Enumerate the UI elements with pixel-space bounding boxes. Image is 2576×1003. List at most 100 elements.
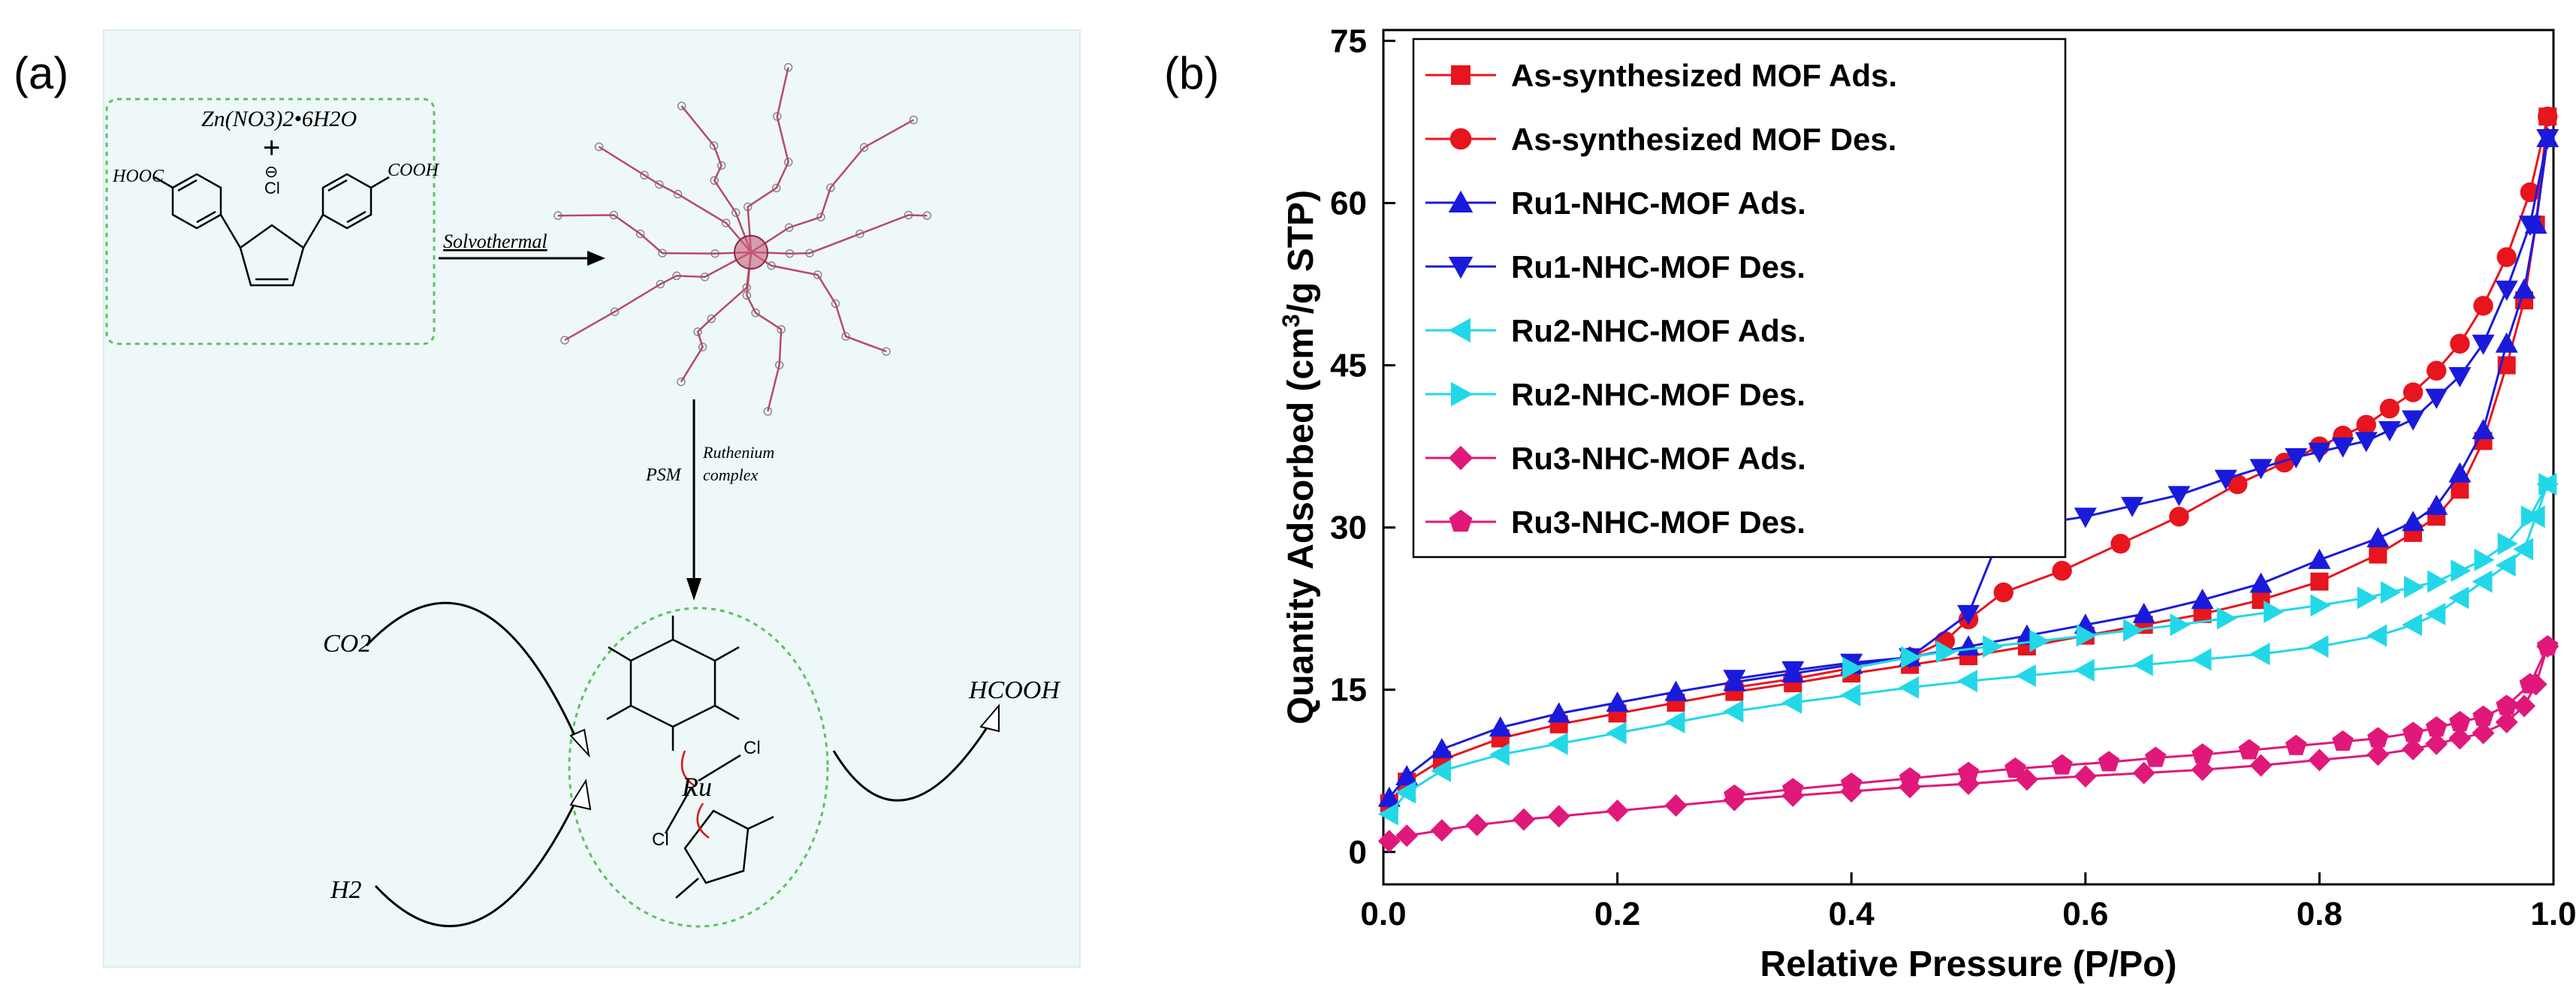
data-point-marker [2472, 570, 2493, 593]
data-point-marker [2495, 554, 2516, 577]
mof-strand [750, 251, 887, 353]
data-point-marker [1957, 670, 1977, 693]
legend-label: Ru2-NHC-MOF Des. [1511, 377, 1805, 412]
mof-node [693, 327, 702, 336]
data-point-marker [2308, 548, 2331, 569]
data-point-marker [2191, 743, 2213, 764]
mof-node [698, 342, 707, 351]
data-point-marker [2402, 613, 2423, 637]
co2-label: CO2 [323, 630, 371, 658]
data-point-marker [2004, 757, 2026, 779]
data-point-marker [2425, 732, 2448, 755]
data-point-marker [2308, 748, 2331, 772]
legend-label: Ru3-NHC-MOF Des. [1511, 505, 1805, 540]
data-point-marker [2366, 527, 2390, 548]
mof-strand [564, 251, 752, 342]
data-point-marker [2495, 332, 2518, 353]
hcooh-arrowhead [979, 703, 1000, 733]
data-point-marker [2496, 247, 2517, 267]
mof-node [731, 208, 741, 217]
data-point-marker [2249, 572, 2273, 593]
isotherm-chart: 0.0 0.2 0.4 0.6 0.8 1.0 0 15 30 45 60 75 Relative P… [1277, 23, 2576, 984]
data-point-marker [2425, 388, 2448, 409]
mof-node [677, 101, 686, 110]
hcooh-curve-arrow [832, 720, 993, 802]
data-point-marker [2191, 758, 2214, 782]
legend-box [1412, 38, 2067, 559]
data-point-marker [1489, 716, 1512, 737]
mof-node [673, 189, 683, 199]
mof-node [859, 143, 869, 152]
y-axis-label: Quantity Adsorbed (cm3/g STP) [1277, 190, 1321, 724]
data-point-marker [2520, 505, 2541, 529]
data-point-marker [1606, 800, 1629, 823]
data-point-marker [1448, 445, 1474, 471]
data-point-marker [2357, 586, 2378, 610]
mof-node [751, 308, 760, 318]
hcooh-label: HCOOH [968, 676, 1061, 704]
x-tick-label: 0.4 [1829, 896, 1875, 932]
legend-entry: As-synthesized MOF Ads. [1425, 58, 1897, 93]
mof-strand [750, 214, 928, 255]
mof-node [855, 229, 864, 239]
ru-arene-bond-arrow [680, 750, 695, 787]
data-point-marker [2378, 420, 2401, 441]
legend: As-synthesized MOF Ads. As-synthesized MO… [1412, 38, 2067, 559]
data-point-marker [1606, 691, 1629, 712]
data-point-marker [1899, 676, 1920, 699]
legend-label: Ru2-NHC-MOF Ads. [1511, 313, 1806, 348]
data-point-marker [2472, 705, 2494, 726]
data-point-marker [2448, 727, 2472, 750]
data-point-marker [1840, 683, 1861, 706]
mof-node [716, 161, 726, 170]
data-point-marker [1723, 700, 1744, 723]
data-point-marker [1395, 764, 1419, 785]
mof-node [909, 115, 918, 125]
data-point-marker [2472, 418, 2495, 439]
data-point-marker [1983, 635, 2004, 658]
data-point-marker [2074, 658, 2095, 682]
panel-b-label: (b) [1164, 48, 1219, 98]
series-ru2-nhc-mof-ads- [1377, 473, 2557, 826]
data-point-marker [1781, 661, 1805, 682]
data-point-marker [2170, 613, 2191, 637]
data-point-marker [2448, 366, 2472, 387]
data-point-marker [2145, 746, 2167, 767]
legend-entry: Ru3-NHC-MOF Ads. [1425, 441, 1806, 476]
data-point-marker [2403, 382, 2424, 402]
data-point-marker [2472, 334, 2495, 355]
data-point-marker [2367, 727, 2389, 748]
legend-label: As-synthesized MOF Ads. [1511, 58, 1897, 93]
legend-entry: Ru3-NHC-MOF Des. [1425, 505, 1805, 540]
data-point-marker [1664, 680, 1688, 701]
data-point-marker [2450, 333, 2470, 354]
scheme-background [103, 29, 1081, 968]
data-point-marker [2369, 545, 2387, 564]
data-point-marker [2228, 474, 2248, 495]
data-point-marker [1448, 257, 1474, 279]
data-point-marker [2216, 607, 2237, 630]
data-point-marker [1957, 761, 1980, 782]
h2-curve-arrow [374, 795, 580, 927]
mof-node [635, 229, 645, 239]
data-point-marker [1547, 805, 1570, 828]
legend-label: Ru1-NHC-MOF Des. [1511, 249, 1805, 285]
data-point-marker [2474, 548, 2495, 571]
data-point-marker [2425, 716, 2448, 737]
mof-strand [598, 146, 752, 253]
y-tick-label: 30 [1330, 510, 1367, 547]
imidazolium-linker [154, 173, 390, 287]
data-point-marker [1430, 759, 1451, 782]
mof-node [816, 212, 825, 221]
data-point-marker [1901, 646, 1922, 669]
data-point-marker [2427, 360, 2447, 381]
h2-label: H2 [330, 876, 362, 904]
data-point-marker [2308, 635, 2329, 658]
x-tick-label: 1.0 [2530, 896, 2576, 932]
data-point-marker [2518, 215, 2541, 236]
data-point-marker [1377, 830, 1401, 853]
mof-node [707, 314, 716, 324]
legend-entry: As-synthesized MOF Des. [1425, 122, 1896, 157]
reagent-formula: Zn(NO3)2•6H2O [201, 107, 357, 131]
